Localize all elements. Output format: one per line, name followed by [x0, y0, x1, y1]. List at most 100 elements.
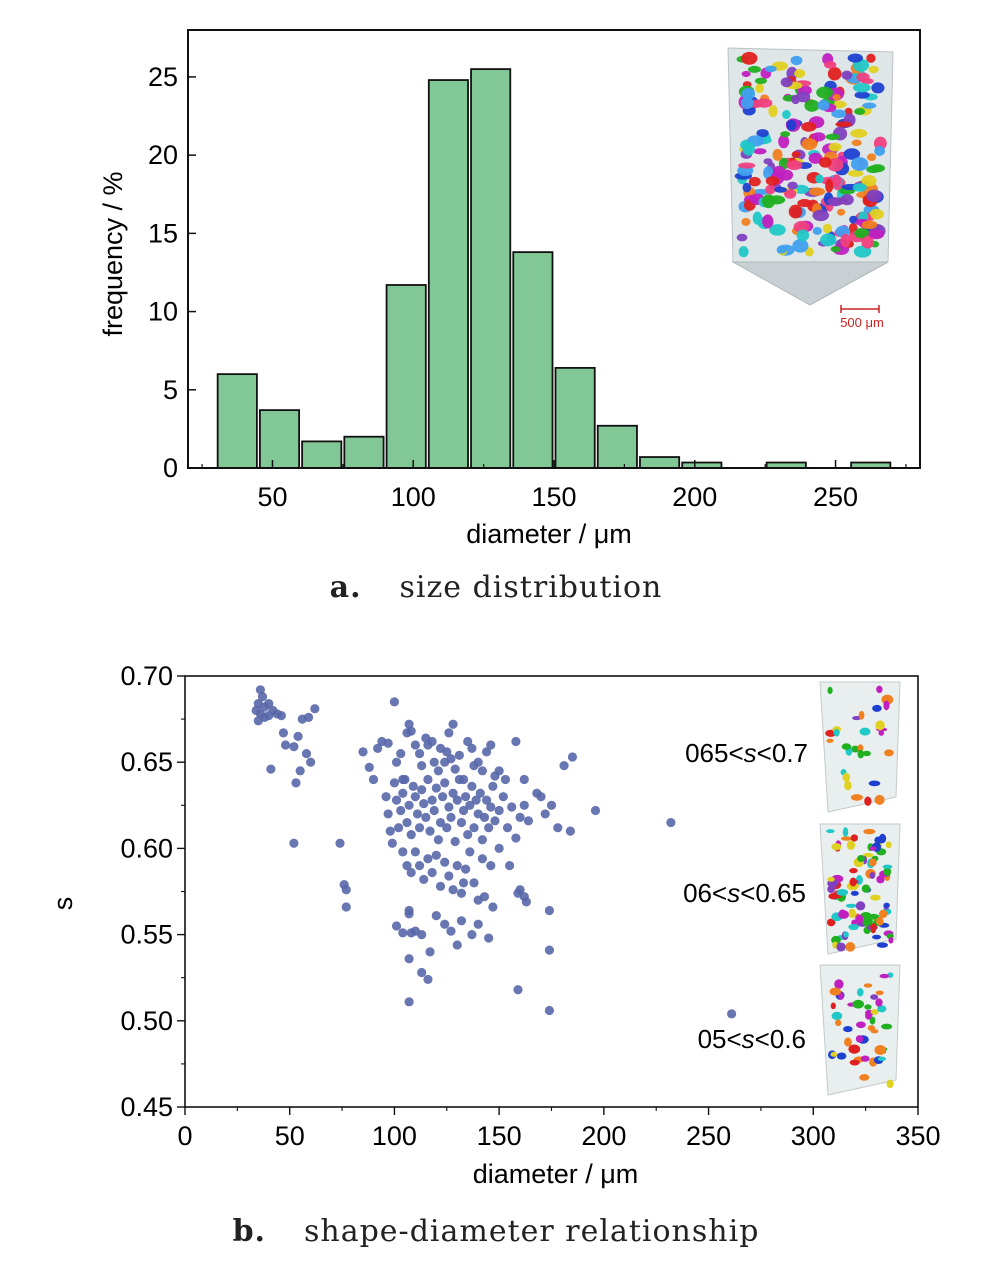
scatter-point-12	[251, 705, 261, 716]
inset-particle	[839, 909, 847, 916]
histogram-bar-4	[385, 284, 427, 469]
scatter-point-190	[544, 945, 555, 955]
scatter-point-148	[419, 874, 429, 885]
histogram-bar-7	[512, 251, 554, 469]
inset-particle	[849, 1059, 860, 1066]
inset-particle	[875, 998, 883, 1007]
inset-particle	[870, 894, 881, 901]
inset-particle	[858, 710, 865, 720]
scatter-point-111	[465, 800, 475, 810]
scatter-point-4	[264, 698, 274, 709]
inset-particle	[842, 827, 849, 837]
scatter-point-90	[421, 812, 431, 822]
inset-particle	[877, 1056, 887, 1061]
inset-particle	[868, 780, 881, 787]
scatter-point-138	[567, 752, 578, 762]
inset-particle	[875, 990, 884, 996]
inset-particle	[852, 183, 867, 192]
inset-particle	[871, 82, 885, 94]
scatter-point-69	[500, 774, 511, 785]
scatter-point-122	[488, 781, 498, 791]
inset-particle	[850, 157, 869, 171]
inset-3d-particle-volume: 500 μm	[727, 47, 894, 330]
y-tick-label: 15	[148, 218, 178, 248]
inset-particle	[765, 184, 776, 195]
inset-particle	[878, 730, 885, 736]
inset-particle	[747, 65, 762, 73]
x-axis-label: diameter / μm	[473, 1159, 639, 1189]
inset-particle	[804, 99, 820, 112]
scatter-point-16	[280, 740, 291, 750]
scatter-point-158	[461, 864, 471, 874]
inset-particle	[826, 829, 835, 834]
scatter-point-120	[484, 823, 494, 833]
x-tick-label: 100	[372, 1121, 417, 1151]
scatter-point-86	[412, 809, 423, 819]
inset-particle	[869, 208, 885, 220]
scatter-point-24	[306, 757, 316, 767]
inset-particle	[778, 134, 790, 149]
scatter-point-185	[456, 916, 467, 926]
scatter-point-180	[425, 947, 435, 957]
scatter-point-97	[435, 817, 446, 828]
inset-particle	[786, 66, 798, 80]
inset-particle	[845, 942, 856, 952]
scatter-point-80	[400, 774, 410, 785]
inset-particle	[870, 1029, 879, 1034]
scatter-point-93	[427, 795, 437, 805]
scatter-point-19	[310, 704, 320, 714]
scatter-point-155	[448, 885, 458, 895]
scatter-point-82	[404, 800, 414, 810]
inset-particle	[792, 239, 809, 253]
scatter-point-119	[481, 795, 492, 805]
inset-particle	[864, 796, 872, 806]
scatter-point-135	[553, 823, 563, 833]
scatter-point-56	[448, 719, 458, 729]
inset-particle	[856, 72, 870, 82]
scatter-point-117	[477, 835, 487, 845]
scatter-point-88	[417, 785, 427, 795]
panel-size-distribution: 50 100 150 200 250 0 5 10 15 20 25 500 μm diameter…	[0, 0, 992, 555]
inset-particle	[791, 94, 801, 105]
inset-particle	[850, 834, 859, 842]
inset-particle	[859, 1074, 870, 1081]
scatter-point-133	[540, 809, 550, 819]
caption-a-label: a.	[329, 570, 362, 605]
scatter-point-110	[463, 830, 473, 840]
inset-particle	[748, 176, 761, 187]
scatter-point-79	[398, 788, 408, 798]
inset-particle	[841, 743, 852, 751]
inset-particle	[828, 893, 839, 900]
scatter-point-170	[479, 892, 490, 902]
inset-particle	[815, 174, 824, 184]
scatter-point-134	[546, 800, 557, 810]
inset-particle	[833, 729, 840, 737]
x-tick-label: 0	[177, 1121, 192, 1151]
inset-particle	[862, 750, 871, 757]
scatter-point-181	[431, 911, 441, 921]
inset-particle	[836, 889, 849, 896]
inset-particle	[844, 780, 852, 791]
scatter-point-194	[404, 997, 414, 1007]
scatter-point-11	[253, 716, 263, 726]
scatter-point-184	[452, 940, 462, 950]
inset-particle	[848, 908, 856, 919]
scatter-chart: 0 50 100 150 200 250 300 350 0.45 0.50 0.55 0.60 0.6…	[48, 661, 941, 1189]
inset-particle	[812, 209, 830, 222]
inset-particle	[755, 83, 764, 94]
caption-a: a. size distribution	[0, 570, 992, 605]
scatter-point-71	[381, 792, 391, 802]
inset-particle	[870, 1009, 879, 1015]
inset-particle	[826, 918, 836, 927]
inset-particle	[876, 916, 884, 926]
histogram-bar-0	[216, 373, 258, 469]
scatter-point-28	[341, 885, 351, 895]
y-tick-label: 20	[148, 140, 178, 170]
inset-particle	[817, 99, 830, 111]
scatter-point-99	[440, 778, 450, 788]
inset-particle	[837, 208, 846, 216]
inset-particle	[808, 152, 823, 164]
inset-particle	[827, 67, 842, 81]
scatter-point-20	[266, 764, 276, 774]
inset-particle	[850, 794, 863, 801]
